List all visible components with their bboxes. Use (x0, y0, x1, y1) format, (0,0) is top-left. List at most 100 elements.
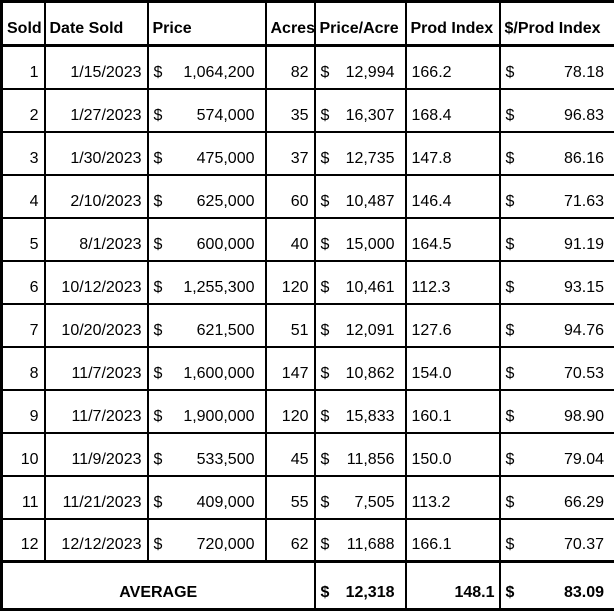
cell-sold[interactable]: 5 (2, 218, 45, 261)
cell-prod-index[interactable]: 112.3 (406, 261, 500, 304)
average-label-cell[interactable]: AVERAGE (2, 562, 315, 610)
header-acres[interactable]: Acres (266, 2, 315, 46)
cell-price[interactable]: $720,000 (148, 519, 266, 562)
cell-acres[interactable]: 147 (266, 347, 315, 390)
cell-sold[interactable]: 6 (2, 261, 45, 304)
cell-price[interactable]: $533,500 (148, 433, 266, 476)
cell-date-sold[interactable]: 8/1/2023 (45, 218, 148, 261)
cell-dollar-per-prod-index[interactable]: $66.29 (500, 476, 614, 519)
cell-price-per-acre[interactable]: $15,833 (315, 390, 406, 433)
cell-dollar-per-prod-index[interactable]: $93.15 (500, 261, 614, 304)
cell-acres[interactable]: 120 (266, 390, 315, 433)
cell-prod-index[interactable]: 168.4 (406, 89, 500, 132)
currency-symbol: $ (321, 584, 330, 602)
cell-sold[interactable]: 12 (2, 519, 45, 562)
cell-prod-index[interactable]: 160.1 (406, 390, 500, 433)
average-price-per-acre-cell[interactable]: $12,318 (315, 562, 406, 610)
currency-symbol: $ (321, 322, 330, 340)
cell-dollar-per-prod-index[interactable]: $71.63 (500, 175, 614, 218)
cell-prod-index[interactable]: 166.2 (406, 46, 500, 89)
header-date-sold[interactable]: Date Sold (45, 2, 148, 46)
cell-price-per-acre[interactable]: $12,994 (315, 46, 406, 89)
cell-acres[interactable]: 62 (266, 519, 315, 562)
cell-date-sold[interactable]: 1/27/2023 (45, 89, 148, 132)
cell-date-sold[interactable]: 10/12/2023 (45, 261, 148, 304)
cell-acres[interactable]: 37 (266, 132, 315, 175)
cell-dollar-per-prod-index[interactable]: $91.19 (500, 218, 614, 261)
cell-prod-index[interactable]: 150.0 (406, 433, 500, 476)
cell-dollar-per-prod-index[interactable]: $98.90 (500, 390, 614, 433)
cell-price-per-acre[interactable]: $10,487 (315, 175, 406, 218)
cell-sold[interactable]: 2 (2, 89, 45, 132)
cell-dollar-per-prod-index[interactable]: $86.16 (500, 132, 614, 175)
cell-price-per-acre[interactable]: $11,856 (315, 433, 406, 476)
cell-prod-index[interactable]: 146.4 (406, 175, 500, 218)
cell-price[interactable]: $1,600,000 (148, 347, 266, 390)
cell-price-per-acre[interactable]: $7,505 (315, 476, 406, 519)
cell-price-per-acre[interactable]: $16,307 (315, 89, 406, 132)
cell-prod-index[interactable]: 166.1 (406, 519, 500, 562)
cell-acres[interactable]: 60 (266, 175, 315, 218)
cell-prod-index[interactable]: 147.8 (406, 132, 500, 175)
cell-prod-index[interactable]: 154.0 (406, 347, 500, 390)
cell-date-sold[interactable]: 11/21/2023 (45, 476, 148, 519)
price-value: 600,000 (197, 236, 255, 253)
cell-date-sold[interactable]: 12/12/2023 (45, 519, 148, 562)
cell-sold[interactable]: 11 (2, 476, 45, 519)
cell-date-sold[interactable]: 1/30/2023 (45, 132, 148, 175)
cell-acres[interactable]: 55 (266, 476, 315, 519)
cell-dollar-per-prod-index[interactable]: $79.04 (500, 433, 614, 476)
cell-price-per-acre[interactable]: $12,735 (315, 132, 406, 175)
header-sold[interactable]: Sold (2, 2, 45, 46)
cell-price[interactable]: $625,000 (148, 175, 266, 218)
average-prod-index-cell[interactable]: 148.1 (406, 562, 500, 610)
cell-acres[interactable]: 120 (266, 261, 315, 304)
header-price[interactable]: Price (148, 2, 266, 46)
cell-prod-index[interactable]: 113.2 (406, 476, 500, 519)
cell-dollar-per-prod-index[interactable]: $96.83 (500, 89, 614, 132)
cell-dollar-per-prod-index[interactable]: $94.76 (500, 304, 614, 347)
cell-dollar-per-prod-index[interactable]: $70.53 (500, 347, 614, 390)
cell-acres[interactable]: 35 (266, 89, 315, 132)
cell-price[interactable]: $600,000 (148, 218, 266, 261)
cell-date-sold[interactable]: 1/15/2023 (45, 46, 148, 89)
cell-price[interactable]: $1,900,000 (148, 390, 266, 433)
header-prod-index[interactable]: Prod Index (406, 2, 500, 46)
cell-sold[interactable]: 3 (2, 132, 45, 175)
cell-sold[interactable]: 1 (2, 46, 45, 89)
cell-sold[interactable]: 8 (2, 347, 45, 390)
cell-acres[interactable]: 40 (266, 218, 315, 261)
cell-date-sold[interactable]: 11/7/2023 (45, 390, 148, 433)
cell-price[interactable]: $574,000 (148, 89, 266, 132)
header-price-per-acre[interactable]: Price/Acre (315, 2, 406, 46)
price-per-acre-value: 12,735 (346, 150, 395, 167)
cell-sold[interactable]: 4 (2, 175, 45, 218)
cell-price[interactable]: $1,064,200 (148, 46, 266, 89)
cell-prod-index[interactable]: 127.6 (406, 304, 500, 347)
cell-price-per-acre[interactable]: $11,688 (315, 519, 406, 562)
cell-price-per-acre[interactable]: $10,862 (315, 347, 406, 390)
header-dollar-per-prod-index[interactable]: $/Prod Index (500, 2, 614, 46)
cell-acres[interactable]: 45 (266, 433, 315, 476)
cell-sold[interactable]: 7 (2, 304, 45, 347)
cell-price[interactable]: $409,000 (148, 476, 266, 519)
cell-date-sold[interactable]: 11/9/2023 (45, 433, 148, 476)
cell-acres[interactable]: 82 (266, 46, 315, 89)
cell-prod-index[interactable]: 164.5 (406, 218, 500, 261)
cell-price[interactable]: $621,500 (148, 304, 266, 347)
cell-acres[interactable]: 51 (266, 304, 315, 347)
cell-price-per-acre[interactable]: $12,091 (315, 304, 406, 347)
cell-sold[interactable]: 9 (2, 390, 45, 433)
cell-price-per-acre[interactable]: $10,461 (315, 261, 406, 304)
cell-date-sold[interactable]: 2/10/2023 (45, 175, 148, 218)
cell-dollar-per-prod-index[interactable]: $70.37 (500, 519, 614, 562)
cell-price-per-acre[interactable]: $15,000 (315, 218, 406, 261)
average-dollar-per-prod-index-cell[interactable]: $83.09 (500, 562, 614, 610)
cell-date-sold[interactable]: 11/7/2023 (45, 347, 148, 390)
cell-price[interactable]: $1,255,300 (148, 261, 266, 304)
cell-sold[interactable]: 10 (2, 433, 45, 476)
cell-date-sold[interactable]: 10/20/2023 (45, 304, 148, 347)
cell-price[interactable]: $475,000 (148, 132, 266, 175)
currency-symbol: $ (321, 236, 330, 254)
cell-dollar-per-prod-index[interactable]: $78.18 (500, 46, 614, 89)
